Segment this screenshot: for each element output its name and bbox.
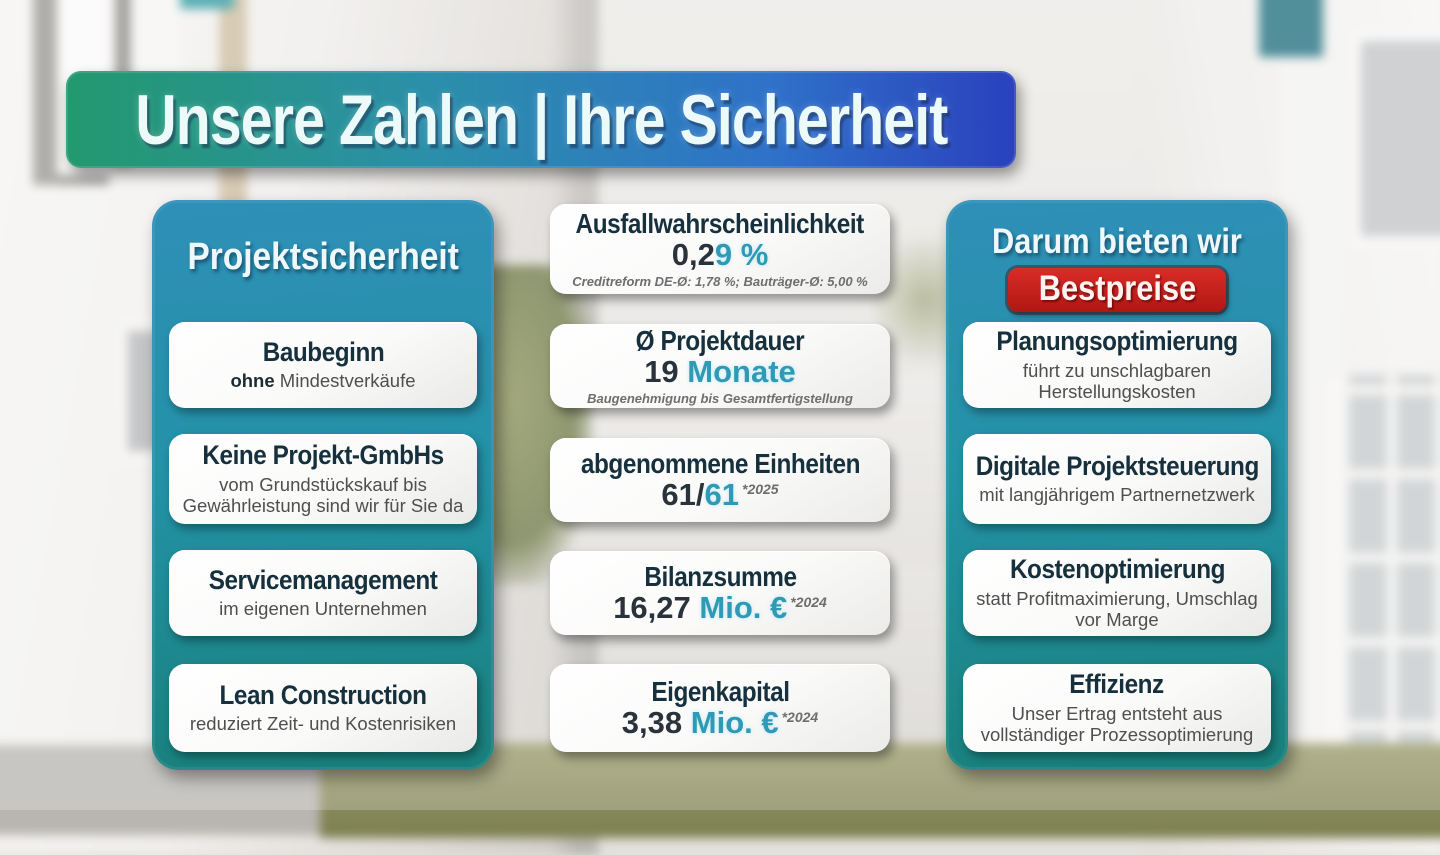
stat-superscript: *2024	[790, 593, 827, 610]
stat-value: 61/61 *2025	[661, 476, 779, 512]
stat-card-abgenommene-einheiten: abgenommene Einheiten 61/61 *2025	[550, 438, 890, 522]
card-subtitle: vom Grundstückskauf bis Gewährleistung s…	[182, 473, 464, 517]
stat-superscript: *2024	[781, 708, 819, 725]
card-subtitle: reduziert Zeit- und Kostenrisiken	[189, 713, 457, 735]
stat-title: Eigenkapital	[650, 675, 790, 707]
card-subtitle: ohne Mindestverkäufe	[230, 370, 416, 392]
bg-teal-detail	[180, 0, 234, 9]
bestpreise-panel: Darum bieten wir Bestpreise Planungsopti…	[946, 200, 1288, 770]
bg-window-grid	[1327, 375, 1440, 815]
card-title: Kostenoptimierung	[1009, 553, 1225, 584]
card-kostenoptimierung: Kostenoptimierung statt Profitmaximierun…	[963, 550, 1271, 636]
card-keine-projekt-gmbhs: Keine Projekt-GmbHs vom Grundstückskauf …	[169, 434, 477, 524]
card-title: Baubeginn	[262, 336, 384, 367]
stat-value: 16,27 Mio. € *2024	[613, 589, 827, 625]
stat-card-eigenkapital: Eigenkapital 3,38 Mio. € *2024	[550, 664, 890, 752]
card-subtitle: statt Profitmaximierung, Umschlag vor Ma…	[976, 587, 1258, 631]
bg-teal-detail	[1259, 0, 1323, 57]
card-title: Servicemanagement	[208, 564, 438, 595]
stat-superscript: *2025	[742, 480, 779, 497]
panel-heading-projektsicherheit: Projektsicherheit	[187, 236, 459, 278]
card-subtitle: führt zu unschlagbaren Herstellungskoste…	[1022, 359, 1212, 403]
stat-card-ausfallwahrscheinlichkeit: Ausfallwahrscheinlichkeit 0,29 % Creditr…	[550, 204, 890, 294]
projektsicherheit-panel: Projektsicherheit Baubeginn ohne Mindest…	[152, 200, 494, 770]
stat-value: 3,38 Mio. € *2024	[621, 704, 819, 740]
card-servicemanagement: Servicemanagement im eigenen Unternehmen	[169, 550, 477, 636]
card-title: Lean Construction	[219, 679, 427, 710]
card-title: Keine Projekt-GmbHs	[202, 439, 444, 470]
panel-heading-bestpreise: Darum bieten wir Bestpreise	[946, 222, 1288, 312]
stat-card-bilanzsumme: Bilanzsumme 16,27 Mio. € *2024	[550, 551, 890, 635]
bestpreise-badge: Bestpreise	[1007, 268, 1227, 312]
card-title: Planungsoptimierung	[996, 325, 1238, 356]
bg-window	[1350, 30, 1440, 247]
stat-value: 0,29 %	[671, 237, 769, 273]
stat-title: abgenommene Einheiten	[580, 447, 860, 479]
stat-title: Ausfallwahrscheinlichkeit	[575, 208, 865, 240]
card-digitale-projektsteuerung: Digitale Projektsteuerung mit langjährig…	[963, 434, 1271, 524]
page-title: Unsere Zahlen | Ihre Sicherheit	[134, 80, 948, 159]
stat-card-projektdauer: Ø Projektdauer 19 Monate Baugenehmigung …	[550, 324, 890, 408]
card-subtitle: im eigenen Unternehmen	[219, 598, 427, 620]
card-baubeginn: Baubeginn ohne Mindestverkäufe	[169, 322, 477, 408]
stat-title: Ø Projektdauer	[635, 325, 805, 357]
card-subtitle: Unser Ertrag entsteht aus vollständiger …	[980, 702, 1254, 746]
card-subtitle: mit langjährigem Partnernetzwerk	[979, 484, 1255, 506]
card-title: Digitale Projektsteuerung	[975, 450, 1259, 481]
card-title: Effizienz	[1069, 668, 1165, 699]
bg-window-frame	[33, 0, 57, 185]
card-effizienz: Effizienz Unser Ertrag entsteht aus voll…	[963, 664, 1271, 752]
title-banner: Unsere Zahlen | Ihre Sicherheit	[66, 71, 1016, 168]
stat-title: Bilanzsumme	[643, 560, 797, 592]
stat-footnote: Creditreform DE-Ø: 1,78 %; Bauträger-Ø: …	[572, 273, 868, 289]
stat-footnote: Baugenehmigung bis Gesamtfertigstellung	[587, 390, 853, 406]
stat-value: 19 Monate	[644, 354, 796, 390]
card-planungsoptimierung: Planungsoptimierung führt zu unschlagbar…	[963, 322, 1271, 408]
card-lean-construction: Lean Construction reduziert Zeit- und Ko…	[169, 664, 477, 752]
